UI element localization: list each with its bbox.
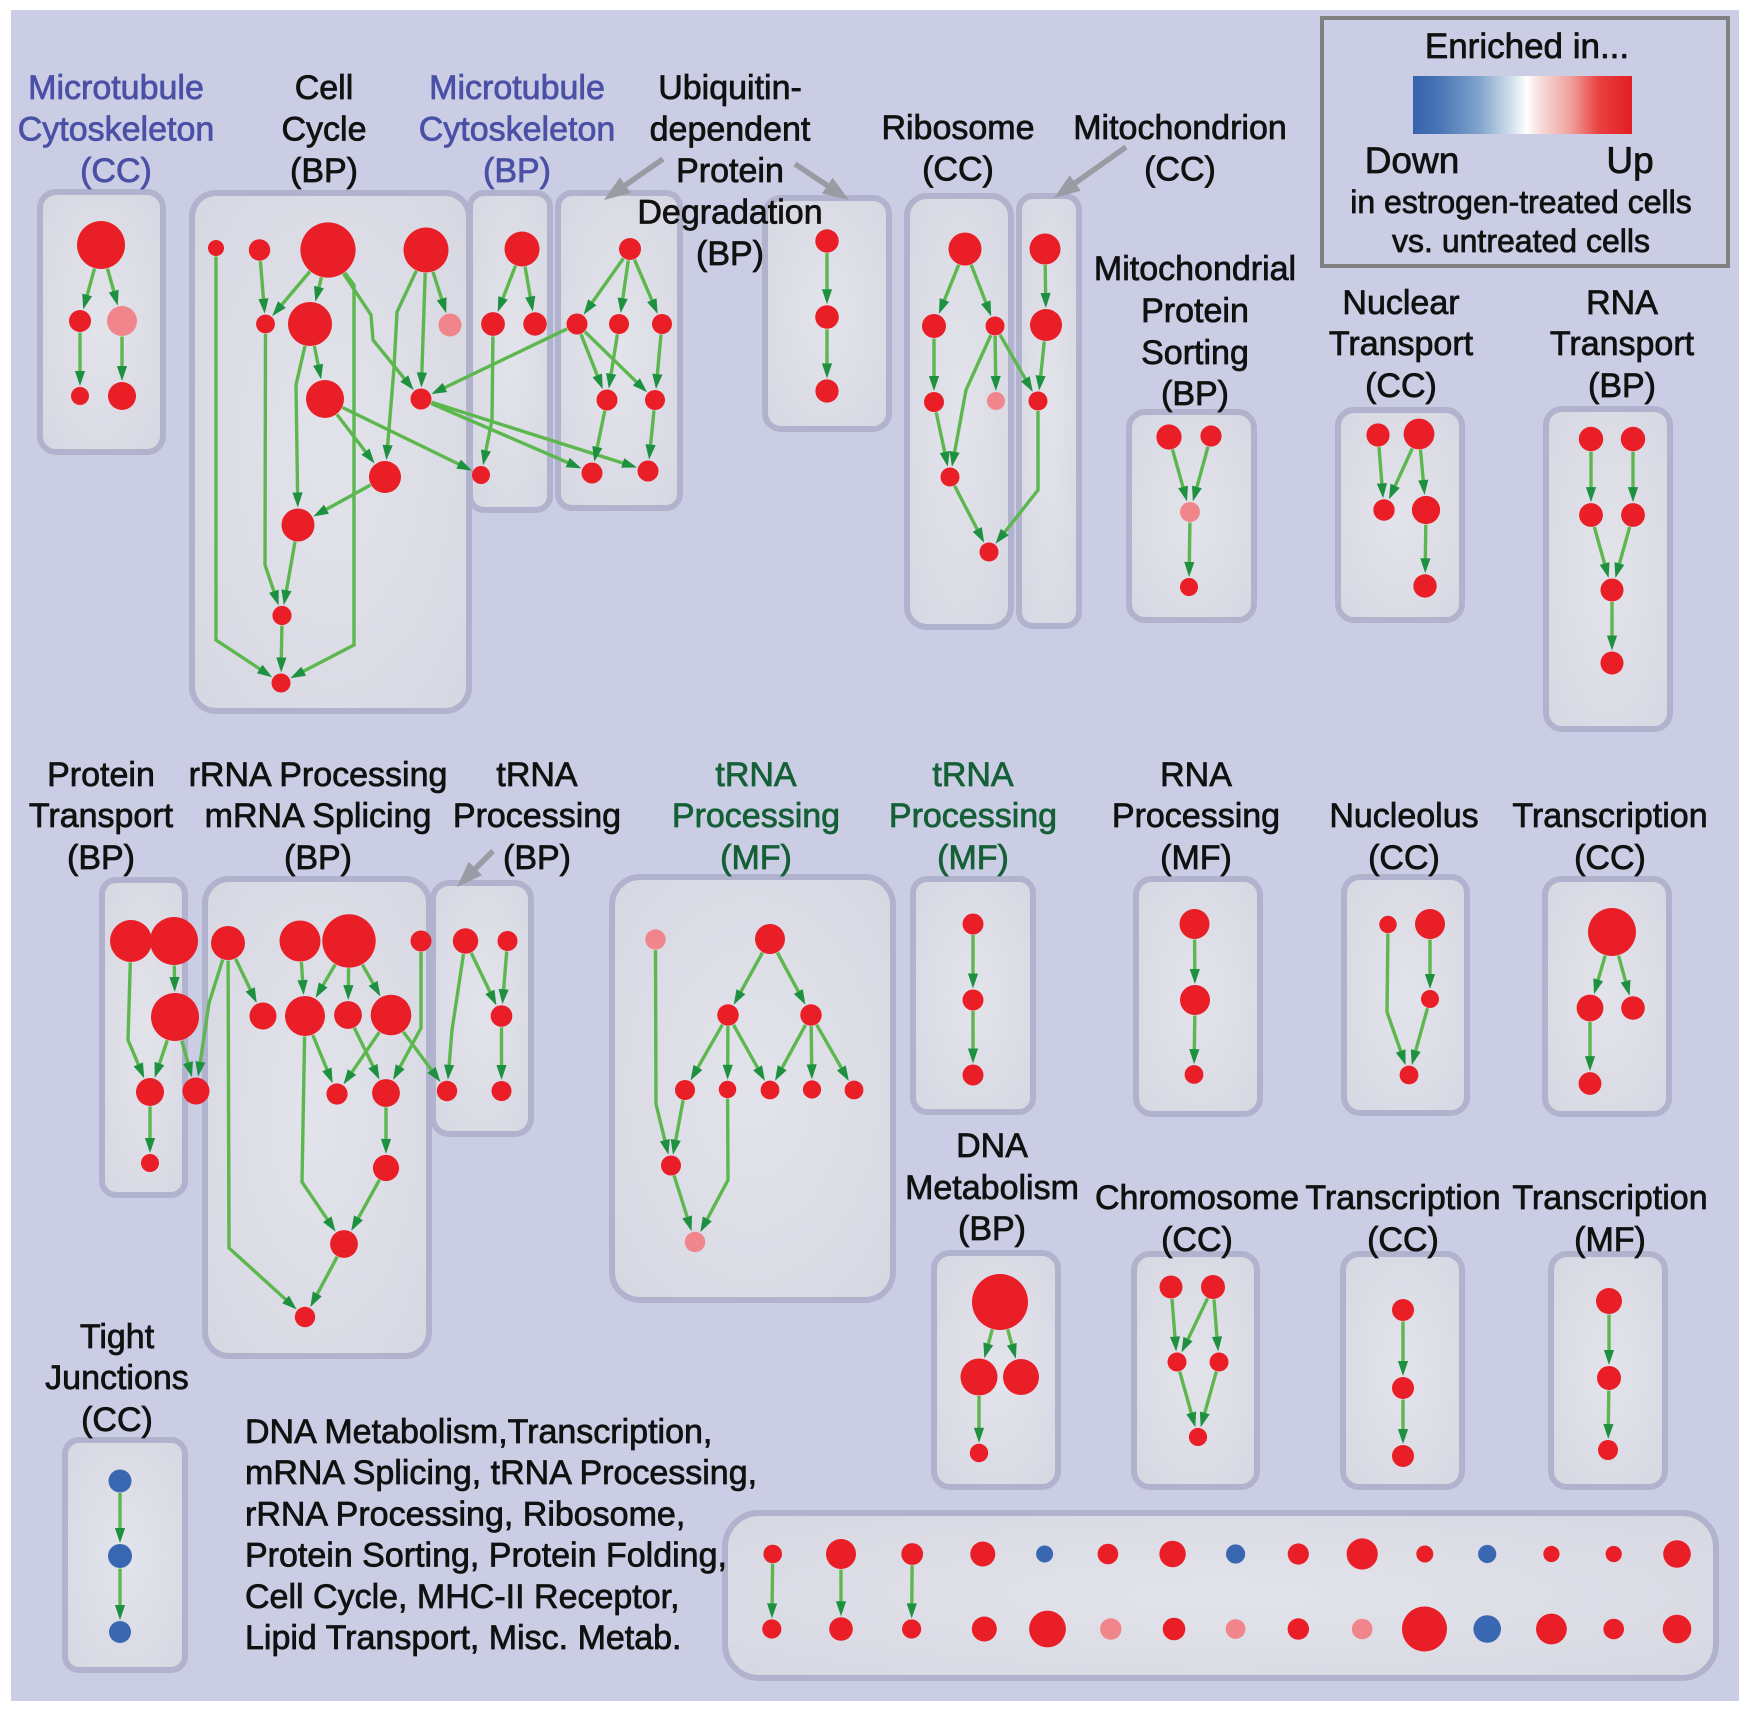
svg-text:Ubiquitin-: Ubiquitin- xyxy=(658,69,802,107)
svg-text:(BP): (BP) xyxy=(1161,375,1229,413)
svg-text:Protein: Protein xyxy=(1141,292,1249,330)
svg-text:Protein: Protein xyxy=(47,756,155,794)
svg-text:Nucleolus: Nucleolus xyxy=(1329,797,1478,835)
svg-text:(CC): (CC) xyxy=(1365,367,1437,405)
svg-text:DNA Metabolism,Transcription,: DNA Metabolism,Transcription, xyxy=(245,1413,712,1451)
svg-text:Protein: Protein xyxy=(676,152,784,190)
svg-text:Transport: Transport xyxy=(1550,325,1695,363)
svg-text:Ribosome: Ribosome xyxy=(881,109,1034,147)
svg-text:(CC): (CC) xyxy=(1144,151,1216,189)
svg-text:tRNA: tRNA xyxy=(496,756,578,794)
svg-text:DNA: DNA xyxy=(956,1127,1028,1165)
svg-text:RNA: RNA xyxy=(1160,756,1232,794)
svg-text:(CC): (CC) xyxy=(1161,1221,1233,1259)
svg-text:mRNA Splicing, tRNA Processing: mRNA Splicing, tRNA Processing, xyxy=(245,1454,757,1492)
svg-text:Transcription: Transcription xyxy=(1305,1179,1500,1217)
svg-text:Tight: Tight xyxy=(80,1318,155,1356)
svg-text:(BP): (BP) xyxy=(290,152,358,190)
svg-text:Processing: Processing xyxy=(453,797,621,835)
svg-text:Mitochondrial: Mitochondrial xyxy=(1094,250,1296,288)
svg-text:Processing: Processing xyxy=(1112,797,1280,835)
svg-text:vs. untreated cells: vs. untreated cells xyxy=(1392,223,1650,259)
svg-text:Transcription: Transcription xyxy=(1512,1179,1707,1217)
svg-text:(MF): (MF) xyxy=(937,839,1009,877)
svg-text:Cell Cycle, MHC-II Receptor,: Cell Cycle, MHC-II Receptor, xyxy=(245,1578,680,1616)
svg-text:(BP): (BP) xyxy=(284,839,352,877)
svg-text:(CC): (CC) xyxy=(1574,839,1646,877)
svg-text:Metabolism: Metabolism xyxy=(905,1169,1079,1207)
svg-text:(CC): (CC) xyxy=(80,152,152,190)
svg-text:tRNA: tRNA xyxy=(715,756,797,794)
svg-text:Microtubule: Microtubule xyxy=(28,69,204,107)
svg-text:Protein Sorting, Protein Foldi: Protein Sorting, Protein Folding, xyxy=(245,1537,727,1575)
svg-text:Cytoskeleton: Cytoskeleton xyxy=(18,111,215,149)
svg-text:tRNA: tRNA xyxy=(932,756,1014,794)
svg-text:Down: Down xyxy=(1365,140,1460,181)
svg-text:Lipid Transport, Misc. Metab.: Lipid Transport, Misc. Metab. xyxy=(245,1619,682,1657)
svg-text:Degradation: Degradation xyxy=(637,194,822,232)
svg-text:(BP): (BP) xyxy=(503,839,571,877)
svg-text:Cell: Cell xyxy=(295,69,354,107)
svg-text:(MF): (MF) xyxy=(1574,1221,1646,1259)
svg-text:Enriched in...: Enriched in... xyxy=(1425,27,1629,66)
svg-text:rRNA Processing: rRNA Processing xyxy=(189,756,448,794)
svg-text:(CC): (CC) xyxy=(922,151,994,189)
svg-text:(CC): (CC) xyxy=(1368,839,1440,877)
svg-text:(MF): (MF) xyxy=(720,839,792,877)
svg-text:Microtubule: Microtubule xyxy=(429,69,605,107)
svg-text:mRNA Splicing: mRNA Splicing xyxy=(205,797,432,835)
svg-text:(CC): (CC) xyxy=(81,1401,153,1439)
svg-text:Junctions: Junctions xyxy=(45,1359,189,1397)
svg-text:Transcription: Transcription xyxy=(1512,797,1707,835)
svg-text:RNA: RNA xyxy=(1586,284,1658,322)
svg-text:dependent: dependent xyxy=(650,111,811,149)
svg-text:Up: Up xyxy=(1606,140,1653,181)
svg-text:(BP): (BP) xyxy=(1588,367,1656,405)
svg-text:(MF): (MF) xyxy=(1160,839,1232,877)
svg-text:Mitochondrion: Mitochondrion xyxy=(1073,109,1287,147)
svg-text:(CC): (CC) xyxy=(1367,1221,1439,1259)
svg-text:Transport: Transport xyxy=(29,797,174,835)
svg-text:Sorting: Sorting xyxy=(1141,334,1249,372)
svg-text:(BP): (BP) xyxy=(696,235,764,273)
svg-text:Cytoskeleton: Cytoskeleton xyxy=(419,111,616,149)
svg-text:(BP): (BP) xyxy=(67,839,135,877)
svg-text:Nuclear: Nuclear xyxy=(1342,284,1459,322)
svg-text:Cycle: Cycle xyxy=(281,111,366,149)
svg-text:(BP): (BP) xyxy=(958,1210,1026,1248)
svg-text:Transport: Transport xyxy=(1329,325,1474,363)
svg-text:rRNA Processing, Ribosome,: rRNA Processing, Ribosome, xyxy=(245,1495,685,1533)
svg-text:Chromosome: Chromosome xyxy=(1095,1179,1299,1217)
svg-text:in estrogen-treated cells: in estrogen-treated cells xyxy=(1350,184,1692,220)
svg-text:Processing: Processing xyxy=(889,797,1057,835)
svg-text:Processing: Processing xyxy=(672,797,840,835)
svg-text:(BP): (BP) xyxy=(483,152,551,190)
